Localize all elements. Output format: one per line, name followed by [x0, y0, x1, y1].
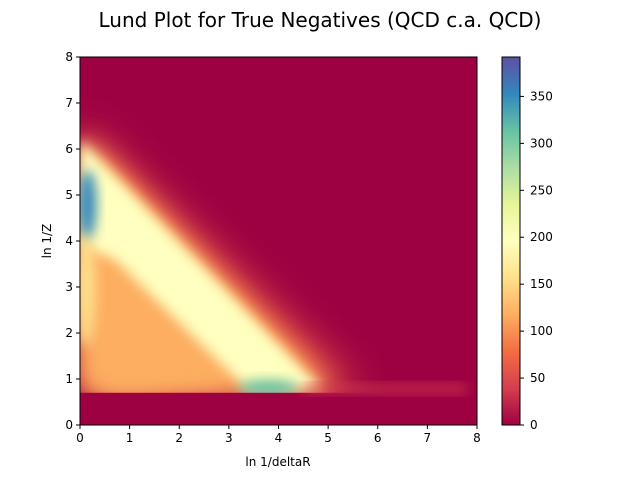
- y-tick-label: 4: [65, 234, 73, 248]
- y-tick-label: 7: [65, 96, 73, 110]
- colorbar-ticks: 0 50 100 150 200 250 300 350: [520, 89, 553, 432]
- x-tick-label: 4: [275, 431, 283, 445]
- y-tick-label: 6: [65, 142, 73, 156]
- y-axis: 0 1 2 3 4 5 6 7 8: [65, 50, 80, 432]
- density-bottom-hotspot: [238, 379, 299, 396]
- y-axis-label: ln 1/Z: [40, 224, 54, 259]
- y-tick-label: 3: [65, 280, 73, 294]
- below-cutoff-region: [80, 392, 477, 425]
- y-tick-label: 5: [65, 188, 73, 202]
- colorbar-tick-label: 250: [530, 183, 553, 197]
- density-left-hotspot: [80, 170, 97, 239]
- y-tick-label: 1: [65, 372, 73, 386]
- y-tick-label: 8: [65, 50, 73, 64]
- density-left-band: [80, 227, 96, 347]
- x-tick-label: 5: [324, 431, 332, 445]
- x-axis: 0 1 2 3 4 5 6 7 8: [76, 425, 481, 445]
- heatmap-area: [80, 57, 477, 425]
- colorbar-tick-label: 100: [530, 324, 553, 338]
- x-tick-label: 0: [76, 431, 84, 445]
- x-tick-label: 8: [473, 431, 481, 445]
- heatmap-density: [80, 128, 477, 425]
- density-ridge: [80, 139, 324, 391]
- colorbar-tick-label: 150: [530, 277, 553, 291]
- colorbar-tick-label: 50: [530, 371, 545, 385]
- colorbar-tick-label: 300: [530, 136, 553, 150]
- colorbar: 0 50 100 150 200 250 300 350: [501, 56, 553, 432]
- x-tick-label: 3: [225, 431, 233, 445]
- colorbar-gradient: [502, 57, 520, 425]
- x-axis-label: ln 1/deltaR: [245, 455, 310, 469]
- colorbar-tick-label: 0: [530, 418, 538, 432]
- colorbar-tick-label: 200: [530, 230, 553, 244]
- x-tick-label: 6: [374, 431, 382, 445]
- y-tick-label: 0: [65, 418, 73, 432]
- x-tick-label: 7: [424, 431, 432, 445]
- x-tick-label: 1: [126, 431, 134, 445]
- y-tick-label: 2: [65, 326, 73, 340]
- colorbar-frame: [501, 56, 521, 426]
- density-lower-band: [84, 259, 234, 393]
- colorbar-tick-label: 350: [530, 89, 553, 103]
- x-tick-label: 2: [175, 431, 183, 445]
- cutoff-tail: [303, 384, 468, 393]
- chart-title: Lund Plot for True Negatives (QCD c.a. Q…: [99, 8, 542, 32]
